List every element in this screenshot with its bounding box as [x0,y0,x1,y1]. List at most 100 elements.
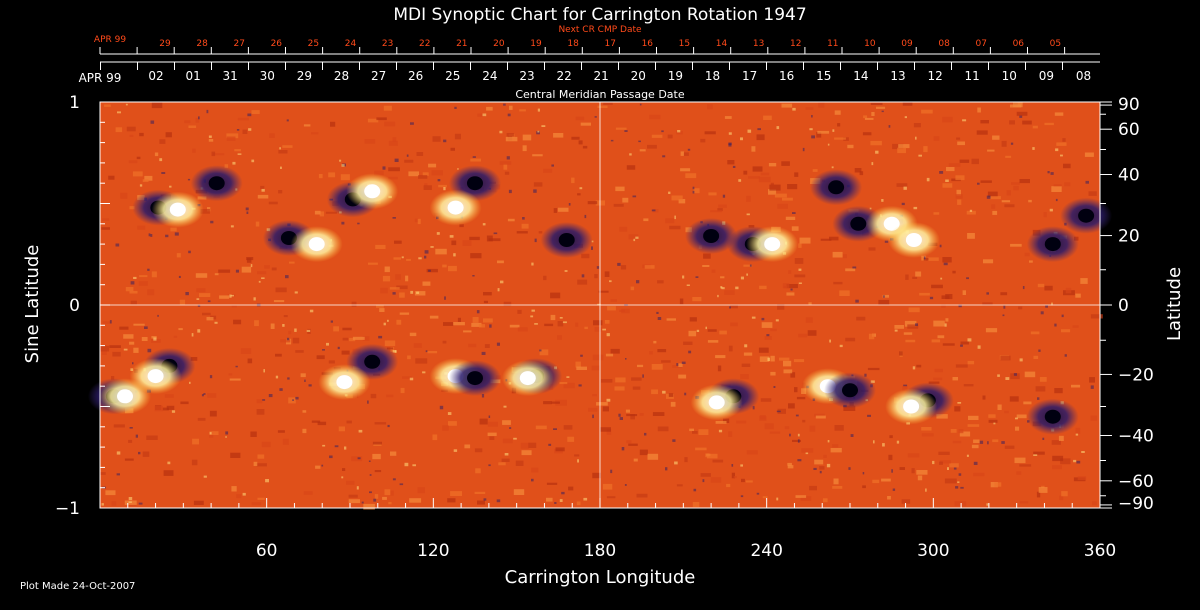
field-noise-dot [531,262,534,266]
field-speck [578,140,583,145]
field-noise-dot [439,405,444,410]
field-speck [289,261,295,264]
field-noise-dot [409,377,414,381]
field-speck [1041,485,1045,489]
field-noise-dot [533,189,537,193]
field-noise-dot [797,439,800,443]
field-speck [342,468,346,471]
field-speck [822,498,828,503]
field-noise-dot [1002,314,1005,317]
field-noise-dot [203,393,206,395]
field-speck [746,450,758,455]
next-cmp-date-label: 05 [1050,39,1061,49]
field-speck [692,431,698,434]
field-noise-dot [553,428,557,430]
field-noise-dot [1076,460,1081,464]
cmp-date-label: 17 [742,69,757,83]
field-speck [959,159,970,163]
field-noise-dot [507,113,511,117]
field-speck [604,320,610,324]
field-noise-dot [488,415,491,418]
field-speck [808,302,812,305]
field-speck [916,470,928,475]
field-noise-dot [932,460,935,465]
field-noise-dot [509,427,512,429]
field-speck [390,490,394,496]
field-speck [596,402,608,406]
field-speck [834,137,846,140]
field-speck [706,453,718,459]
positive-flux-core [364,184,381,199]
field-speck [982,395,986,400]
field-speck [843,405,856,411]
field-speck [1029,260,1033,263]
field-speck [234,149,241,152]
field-noise-dot [979,440,984,444]
field-speck [195,117,200,123]
field-speck [692,297,702,302]
field-speck [799,237,811,244]
field-speck [1075,427,1081,434]
field-speck [557,335,562,340]
field-noise-dot [537,108,540,112]
field-speck [787,462,792,466]
field-speck [470,158,481,162]
field-speck [711,269,716,273]
field-speck [257,194,269,199]
field-speck [1051,186,1062,192]
field-speck [730,322,738,327]
field-speck [553,133,564,138]
field-speck [184,120,191,124]
cmp-date-label: 22 [556,69,571,83]
field-speck [868,247,876,251]
field-noise-dot [915,323,918,326]
field-noise-dot [957,481,960,483]
field-speck [133,347,139,353]
field-speck [988,419,998,423]
y-tick-label-left: −1 [55,499,80,519]
field-speck [275,287,287,293]
field-speck [372,453,381,460]
field-noise-dot [247,113,252,117]
field-noise-dot [681,361,686,364]
field-speck [451,240,457,246]
field-speck [760,172,770,176]
field-noise-dot [717,294,719,298]
field-speck [188,125,197,128]
field-speck [163,470,174,476]
field-noise-dot [147,348,152,353]
negative-flux-core [1044,409,1061,424]
x-tick-label: 180 [584,541,616,561]
field-speck [426,268,438,273]
field-speck [483,292,492,296]
field-speck [997,404,1002,410]
field-speck [871,112,875,116]
field-noise-dot [225,431,229,435]
cmp-date-label: 31 [223,69,238,83]
field-speck [429,315,439,319]
field-noise-dot [662,155,666,158]
field-speck [515,460,524,466]
field-noise-dot [1051,302,1053,306]
field-speck [280,339,291,343]
field-speck [888,454,893,461]
field-speck [710,210,722,213]
field-noise-dot [476,310,480,314]
field-speck [374,422,387,425]
field-noise-dot [610,469,613,474]
field-noise-dot [209,432,212,435]
field-noise-dot [925,488,927,492]
cmp-date-label: 08 [1076,69,1091,83]
field-speck [128,160,138,164]
field-noise-dot [406,154,409,157]
field-speck [644,265,655,269]
field-noise-dot [378,335,383,339]
field-noise-dot [132,362,134,365]
field-noise-dot [191,333,194,337]
next-cmp-date-label: 07 [975,39,986,49]
field-noise-dot [387,319,389,322]
field-noise-dot [246,211,249,214]
field-noise-dot [923,256,926,260]
field-noise-dot [196,298,200,300]
